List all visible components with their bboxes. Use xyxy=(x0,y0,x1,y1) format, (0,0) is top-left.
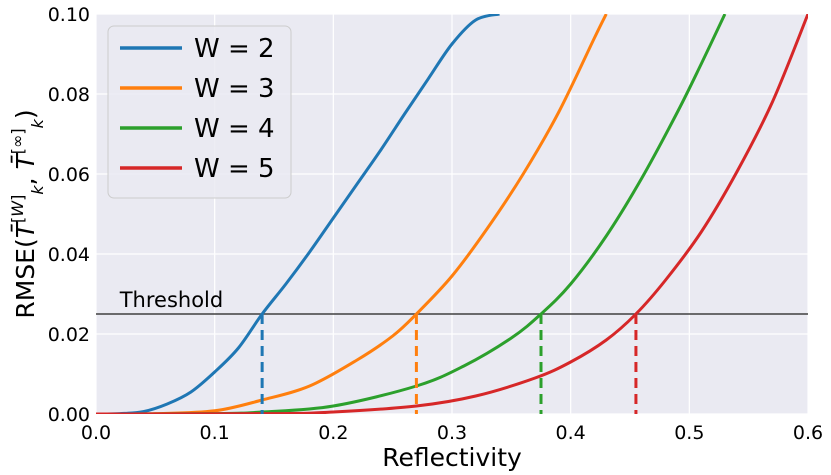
x-tick-label: 0.4 xyxy=(556,422,586,444)
series-line-w5 xyxy=(96,14,808,414)
x-tick-label: 0.0 xyxy=(81,422,111,444)
y-tick-label: 0.10 xyxy=(48,4,90,26)
legend-entry: W = 2 xyxy=(194,34,275,64)
y-tick-label: 0.02 xyxy=(48,324,90,346)
legend-entry: W = 5 xyxy=(194,154,275,184)
legend-box xyxy=(107,25,292,199)
series-line-w3 xyxy=(96,14,608,414)
y-tick-label: 0.06 xyxy=(48,164,90,186)
legend-entry: W = 4 xyxy=(194,114,275,144)
x-axis-label: Reflectivity xyxy=(382,443,522,472)
crossing-markers xyxy=(260,314,638,414)
series-line-w2 xyxy=(96,14,500,414)
threshold-label: Threshold xyxy=(119,288,224,312)
threshold-group: Threshold xyxy=(96,288,808,315)
y-tick-label: 0.04 xyxy=(48,244,90,266)
x-tick-label: 0.1 xyxy=(200,422,230,444)
x-tick-label: 0.3 xyxy=(437,422,467,444)
y-tick-label: 0.00 xyxy=(48,404,90,426)
y-tick-label: 0.08 xyxy=(48,84,90,106)
series-lines xyxy=(96,14,808,414)
x-tick-label: 0.6 xyxy=(793,422,823,444)
x-tick-label: 0.5 xyxy=(674,422,704,444)
legend-entry: W = 3 xyxy=(194,74,275,104)
y-axis-label: RMSE(T̄[W]k, T̄[∞]k) xyxy=(8,109,47,318)
x-tick-label: 0.2 xyxy=(318,422,348,444)
legend: W = 2 W = 3 W = 4 W = 5 xyxy=(107,25,292,199)
tick-labels: 0.0 0.1 0.2 0.3 0.4 0.5 0.6 0.00 0.02 0.04 0.06 0.0… xyxy=(48,4,823,444)
